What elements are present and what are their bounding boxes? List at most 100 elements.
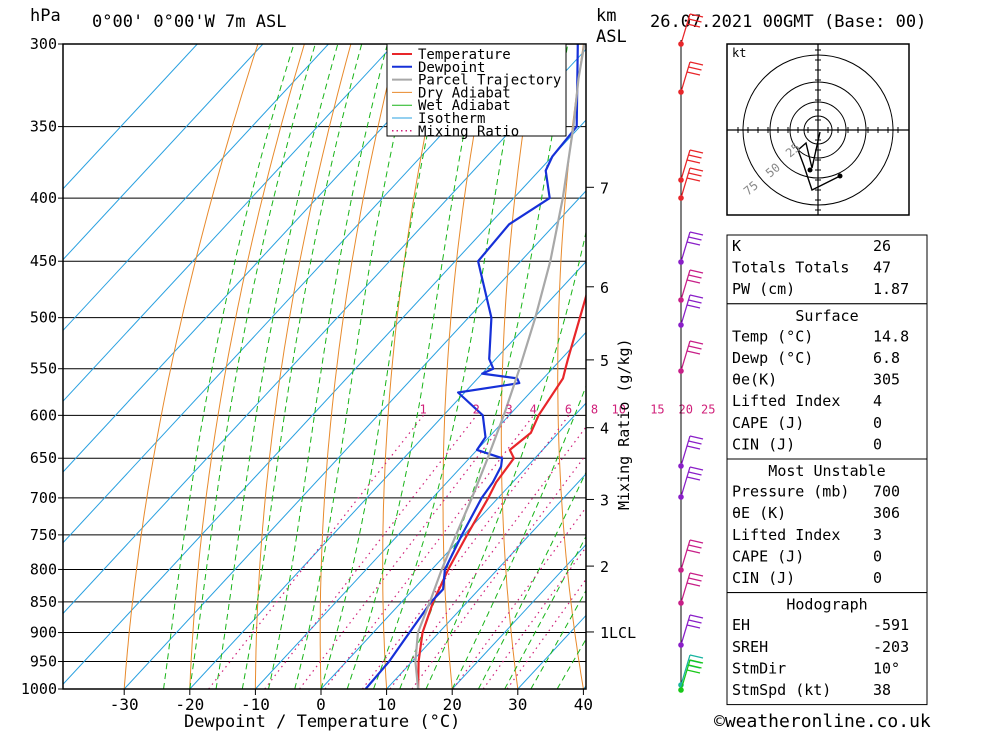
mixing-ratio-line [411,453,586,689]
isotherm-line [123,190,586,689]
km-tick-label: 2 [600,558,609,576]
location-label: 0°00' 0°00'W 7m ASL [92,12,286,32]
km-unit-label: km [596,6,616,26]
index-value: 38 [873,681,891,699]
dry-adiabat-line [382,44,445,689]
barb-flag [686,241,701,246]
isotherm-line [189,260,586,689]
background-lines [63,44,1000,689]
barb-flag [688,664,702,669]
pressure-tick-label: 550 [30,360,57,378]
mixing-ratio-line [299,414,510,689]
index-value: 1.87 [873,280,909,298]
series-line-temperature [417,292,586,689]
temperature-tick-label: 20 [443,695,462,714]
barb-flag [688,299,702,304]
legend-entry: Dry Adiabat [418,85,511,101]
barb-flag [688,154,702,159]
pressure-tick-label: 900 [30,624,57,642]
index-block [726,458,928,594]
mixing-ratio-label: 6 [565,402,572,416]
temperature-tick-label: 30 [508,695,527,714]
barb-flag [686,549,701,554]
mixing-ratio-label: 8 [591,402,598,416]
mixing-ratio-label: 10 [612,402,626,416]
hodograph-trace [797,131,841,191]
barb-flag [686,350,701,355]
legend-entry: Isotherm [418,111,485,127]
index-block [726,592,928,706]
index-label: K [732,237,741,255]
index-value: -591 [873,616,909,634]
mixing-ratio-label: 1 [419,402,426,416]
pressure-tick-label: 400 [30,189,57,207]
index-value: 10° [873,659,900,677]
mixing-ratio-line [361,414,570,689]
wet-adiabat-line [504,535,586,689]
barb-flag [686,279,701,284]
temperature-tick-label: 0 [316,695,326,714]
mixing-ratio-label: 25 [701,402,715,416]
barb-flag [686,669,701,674]
barb-flag [689,61,704,66]
index-value: 14.8 [873,327,909,345]
index-label: Lifted Index [732,526,840,544]
isotherm-line [451,543,586,689]
index-value: 0 [873,569,882,587]
pressure-tick-label: 950 [30,653,57,671]
temperature-tick-label: -30 [110,695,139,714]
asl-unit-label: ASL [596,27,627,47]
legend-entry: Temperature [418,47,511,63]
pressure-tick-label: 1000 [21,680,57,698]
pressure-tick-label: 850 [30,593,57,611]
pressure-tick-label: 300 [30,35,57,53]
index-value: 0 [873,435,882,453]
index-label: θe(K) [732,371,777,389]
isotherm-line [63,44,329,332]
barb-flag [689,269,704,274]
index-label: Dewp (°C) [732,349,813,367]
barb-flag [689,340,704,345]
barb-flag [688,440,702,445]
index-value: 305 [873,371,900,389]
x-axis-title: Dewpoint / Temperature (°C) [184,712,460,732]
barb-flag [686,304,701,309]
barb-flag [686,624,701,629]
isotherm-line [63,44,264,261]
temperature-tick-label: -20 [175,695,204,714]
mixing-ratio-line [264,414,478,689]
mixing-ratio-label: 4 [530,402,537,416]
km-tick-label: 7 [600,179,609,197]
dry-adiabat-line [442,44,491,689]
barb-flag [689,294,704,299]
barb-flag [688,345,702,350]
temperature-tick-label: -10 [241,695,270,714]
barb-flag [689,614,704,619]
dry-adiabat-line [956,44,1000,689]
isotherm-line [63,44,526,544]
hpa-unit-label: hPa [30,6,61,26]
index-label: Temp (°C) [732,327,813,345]
mixing-ratio-label: 20 [679,402,693,416]
dry-adiabat-line [123,44,259,689]
pressure-tick-label: 350 [30,118,57,136]
index-label: Pressure (mb) [732,483,849,501]
barb-flag [686,159,701,164]
isotherm-line [63,48,586,615]
index-label: EH [732,616,750,634]
mixing-ratio-label: 3 [505,402,512,416]
index-label: PW (cm) [732,280,795,298]
km-tick-label: 5 [600,352,609,370]
barb-flag [689,659,704,664]
index-label: Lifted Index [732,392,840,410]
wet-adiabat-line [320,44,448,689]
dry-adiabat-line [319,44,398,689]
series-line-parcel-trajectory [414,44,586,689]
legend-entry: Parcel Trajectory [418,73,561,89]
index-block-title: Most Unstable [768,462,885,480]
index-block-title: Surface [795,307,858,325]
wet-adiabat-line [268,44,388,689]
dry-adiabat-line [189,44,305,689]
